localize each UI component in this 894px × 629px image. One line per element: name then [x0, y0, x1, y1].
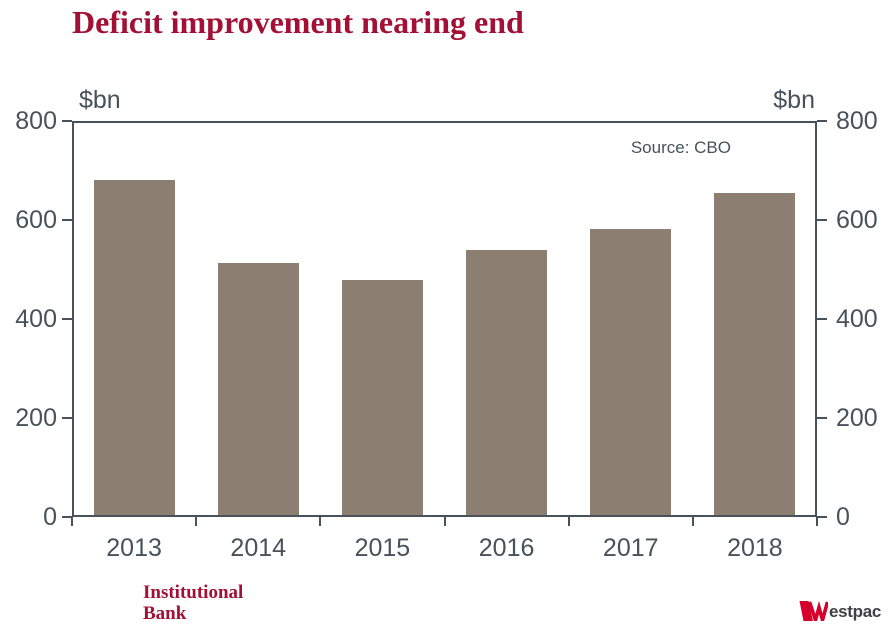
x-axis-tick [319, 517, 321, 526]
plot-area: Source: CBO [72, 121, 817, 517]
x-axis-tick [195, 517, 197, 526]
y-axis-label-right-200: 200 [836, 404, 878, 432]
y-axis-label-left-600: 600 [15, 206, 57, 234]
y-axis-tick-left [62, 120, 72, 122]
y-axis-label-left-800: 800 [15, 107, 57, 135]
y-axis-tick-left [62, 219, 72, 221]
x-axis-label-2017: 2017 [602, 534, 659, 562]
x-axis-label-2013: 2013 [106, 534, 162, 562]
y-axis-label-right-0: 0 [836, 503, 850, 531]
chart-title: Deficit improvement nearing end [72, 4, 524, 40]
y-axis-tick-right [817, 120, 827, 122]
brand-line-2: Bank [143, 603, 187, 624]
y-axis-tick-right [817, 417, 827, 419]
y-axis-label-right-600: 600 [836, 206, 878, 234]
y-axis-tick-right [817, 318, 827, 320]
westpac-logo: estpac [799, 601, 881, 621]
y-axis-tick-right [817, 516, 827, 518]
institutional-bank-brand: Institutional Bank [143, 582, 243, 624]
x-axis-label-2018: 2018 [727, 534, 783, 562]
brand-line-1: Institutional [143, 582, 244, 603]
right-axis-unit-label: $bn [773, 86, 815, 114]
y-axis-label-left-400: 400 [15, 305, 57, 333]
y-axis-tick-left [62, 318, 72, 320]
y-axis-label-left-0: 0 [43, 503, 57, 531]
x-axis-tick [444, 517, 446, 526]
source-note: Source: CBO [630, 138, 731, 157]
y-axis-label-right-800: 800 [836, 107, 878, 135]
y-axis-tick-right [817, 219, 827, 221]
x-axis-tick [692, 517, 694, 526]
x-axis-label-2014: 2014 [230, 534, 287, 562]
x-axis-label-2016: 2016 [478, 534, 535, 562]
y-axis-tick-left [62, 516, 72, 518]
bar-2013 [93, 180, 175, 517]
bar-2017 [590, 229, 672, 517]
left-axis-unit-label: $bn [79, 86, 121, 114]
bar-2015 [341, 280, 423, 517]
x-axis-tick [568, 517, 570, 526]
bar-2014 [217, 263, 299, 517]
x-axis-tick [816, 517, 818, 526]
y-axis-label-right-400: 400 [836, 305, 878, 333]
westpac-logo-text: estpac [829, 602, 882, 621]
westpac-w-icon [799, 601, 828, 621]
y-axis-tick-left [62, 417, 72, 419]
x-axis-label-2015: 2015 [354, 534, 411, 562]
x-axis-tick [71, 517, 73, 526]
y-axis-label-left-200: 200 [15, 404, 57, 432]
bar-2016 [466, 250, 548, 517]
bar-2018 [714, 193, 796, 517]
